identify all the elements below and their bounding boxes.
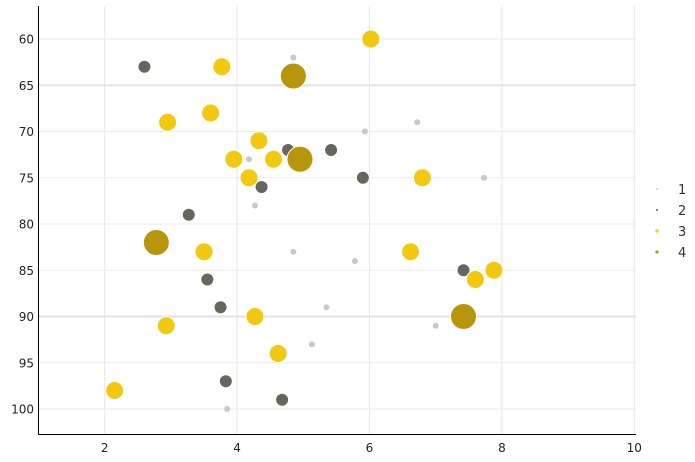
y-tick-label: 70 <box>19 125 34 139</box>
data-point[interactable] <box>481 174 488 181</box>
axes <box>38 6 636 435</box>
data-point[interactable] <box>450 303 478 330</box>
data-point[interactable] <box>465 270 485 289</box>
data-point[interactable] <box>484 260 504 280</box>
x-tick-label: 10 <box>627 441 642 455</box>
data-points <box>105 29 504 412</box>
data-point[interactable] <box>254 180 269 194</box>
data-point[interactable] <box>194 242 214 262</box>
data-point[interactable] <box>158 112 178 132</box>
series-3 <box>105 29 504 400</box>
legend-marker-icon <box>656 188 658 190</box>
legend-item-2[interactable]: 2 <box>656 204 686 219</box>
data-point[interactable] <box>212 57 232 77</box>
data-point[interactable] <box>361 128 368 135</box>
data-point[interactable] <box>213 300 228 315</box>
data-point[interactable] <box>142 229 170 256</box>
data-point[interactable] <box>218 374 233 389</box>
data-point[interactable] <box>355 170 370 185</box>
data-point[interactable] <box>251 202 258 209</box>
y-tick-label: 65 <box>19 79 34 93</box>
legend-marker-icon <box>656 209 658 211</box>
data-point[interactable] <box>412 168 432 188</box>
data-point[interactable] <box>279 62 307 90</box>
data-point[interactable] <box>268 344 288 363</box>
legend-label: 1 <box>678 183 686 198</box>
data-point[interactable] <box>224 406 231 412</box>
data-point[interactable] <box>200 272 215 287</box>
legend-label: 3 <box>678 225 686 240</box>
y-tick-label: 90 <box>19 310 34 324</box>
x-tick-label: 8 <box>498 441 506 455</box>
legend-marker-icon <box>655 229 659 233</box>
data-point[interactable] <box>156 316 176 336</box>
y-axis-ticks: 60 65 70 75 80 85 90 95 100 <box>11 33 34 417</box>
data-point[interactable] <box>105 381 125 400</box>
data-point[interactable] <box>290 54 297 61</box>
data-point[interactable] <box>201 103 221 123</box>
x-axis-ticks: 2 4 6 8 10 <box>101 441 642 455</box>
series-4 <box>142 62 478 330</box>
data-point[interactable] <box>308 341 315 348</box>
data-point[interactable] <box>264 149 284 169</box>
legend-item-1[interactable]: 1 <box>656 183 686 198</box>
data-point[interactable] <box>246 156 253 163</box>
data-point[interactable] <box>456 263 471 278</box>
series-2 <box>137 59 471 407</box>
y-tick-label: 95 <box>19 356 34 370</box>
data-point[interactable] <box>137 59 152 74</box>
data-point[interactable] <box>324 143 339 157</box>
data-point[interactable] <box>401 242 421 262</box>
series-1 <box>224 54 488 412</box>
x-tick-label: 6 <box>366 441 374 455</box>
legend[interactable]: 1 2 3 4 <box>655 183 686 261</box>
x-tick-label: 4 <box>233 441 241 455</box>
data-point[interactable] <box>323 304 330 311</box>
data-point[interactable] <box>286 145 314 173</box>
legend-item-4[interactable]: 4 <box>655 246 686 261</box>
data-point[interactable] <box>432 322 439 329</box>
legend-label: 2 <box>678 204 686 219</box>
data-point[interactable] <box>351 258 358 264</box>
data-point[interactable] <box>361 29 381 49</box>
data-point[interactable] <box>239 168 259 188</box>
y-tick-label: 80 <box>19 218 34 232</box>
data-point[interactable] <box>249 131 269 151</box>
y-tick-label: 85 <box>19 264 34 278</box>
y-tick-label: 60 <box>19 33 34 47</box>
data-point[interactable] <box>224 149 244 169</box>
x-tick-label: 2 <box>101 441 109 455</box>
y-tick-label: 100 <box>11 403 34 417</box>
data-point[interactable] <box>275 392 290 407</box>
legend-item-3[interactable]: 3 <box>655 225 686 240</box>
data-point[interactable] <box>245 307 265 326</box>
data-point[interactable] <box>290 248 297 255</box>
data-point[interactable] <box>181 207 196 222</box>
legend-marker-icon <box>655 250 659 254</box>
data-point[interactable] <box>414 119 421 126</box>
legend-label: 4 <box>678 246 686 261</box>
y-tick-label: 75 <box>19 171 34 185</box>
grid-lines <box>38 6 636 434</box>
